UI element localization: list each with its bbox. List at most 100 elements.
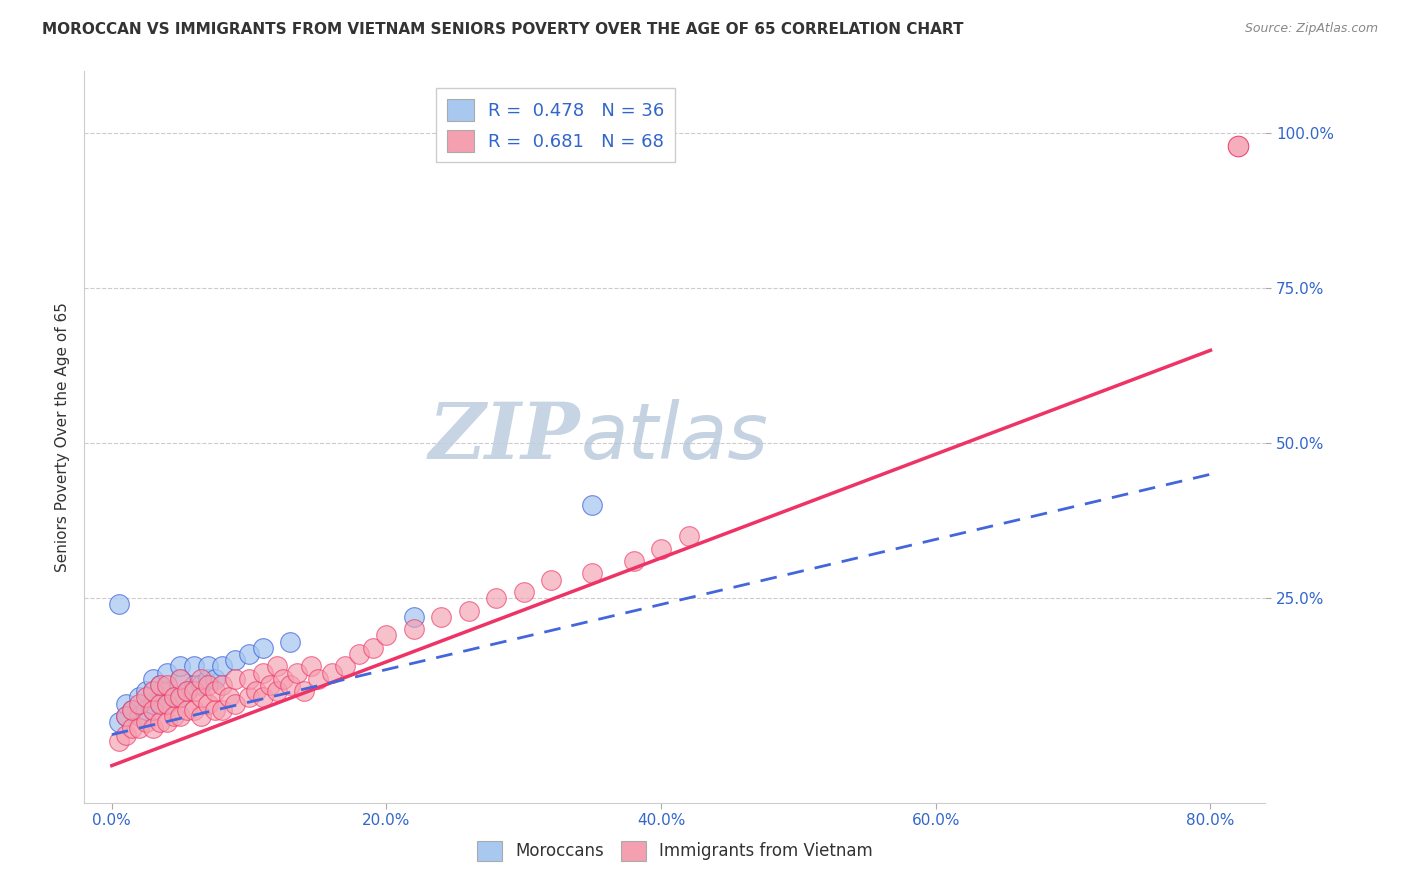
Point [162,690,184,705]
Point [402,610,425,624]
Point [183,703,205,717]
Point [299,659,322,673]
Point [513,585,536,599]
Point [135,715,157,730]
Legend: Moroccans, Immigrants from Vietnam: Moroccans, Immigrants from Vietnam [470,834,880,868]
Point [142,703,165,717]
Point [169,690,191,705]
Point [169,659,191,673]
Point [162,709,184,723]
Point [678,529,700,543]
Point [156,715,179,730]
Point [273,672,295,686]
Point [169,690,191,705]
Point [183,659,205,673]
Point [135,690,157,705]
Point [307,672,329,686]
Point [128,709,150,723]
Point [204,672,226,686]
Point [430,610,453,624]
Point [142,703,165,717]
Point [285,665,308,680]
Point [224,672,246,686]
Point [197,697,219,711]
Point [169,672,191,686]
Point [149,678,172,692]
Point [402,622,425,636]
Point [121,722,143,736]
Point [1226,138,1249,153]
Point [183,684,205,698]
Point [114,709,136,723]
Point [121,703,143,717]
Point [183,678,205,692]
Point [149,715,172,730]
Point [114,728,136,742]
Point [121,703,143,717]
Point [142,684,165,698]
Point [204,703,226,717]
Point [211,659,233,673]
Point [128,690,150,705]
Point [347,647,370,661]
Text: atlas: atlas [581,399,768,475]
Point [176,684,198,698]
Point [197,659,219,673]
Point [149,697,172,711]
Point [375,628,398,642]
Point [107,715,129,730]
Point [266,684,288,698]
Point [135,703,157,717]
Point [142,672,165,686]
Point [190,678,212,692]
Point [252,690,274,705]
Point [245,684,267,698]
Point [238,690,260,705]
Point [190,709,212,723]
Point [457,604,479,618]
Point [292,684,315,698]
Point [135,684,157,698]
Point [540,573,562,587]
Point [197,672,219,686]
Point [321,665,343,680]
Point [280,678,302,692]
Point [224,653,246,667]
Point [190,672,212,686]
Point [128,697,150,711]
Point [156,697,179,711]
Point [114,697,136,711]
Point [224,697,246,711]
Point [204,684,226,698]
Point [361,640,384,655]
Point [190,690,212,705]
Point [581,498,603,512]
Point [156,697,179,711]
Point [252,665,274,680]
Point [142,722,165,736]
Point [252,640,274,655]
Point [335,659,357,673]
Point [280,634,302,648]
Point [238,647,260,661]
Point [107,598,129,612]
Point [266,659,288,673]
Point [238,672,260,686]
Point [156,684,179,698]
Point [142,684,165,698]
Y-axis label: Seniors Poverty Over the Age of 65: Seniors Poverty Over the Age of 65 [55,302,70,572]
Point [142,697,165,711]
Point [149,678,172,692]
Point [197,678,219,692]
Point [259,678,281,692]
Point [169,709,191,723]
Point [162,690,184,705]
Point [149,697,172,711]
Point [169,672,191,686]
Point [176,703,198,717]
Point [156,665,179,680]
Point [107,734,129,748]
Point [114,709,136,723]
Point [623,554,645,568]
Point [581,566,603,581]
